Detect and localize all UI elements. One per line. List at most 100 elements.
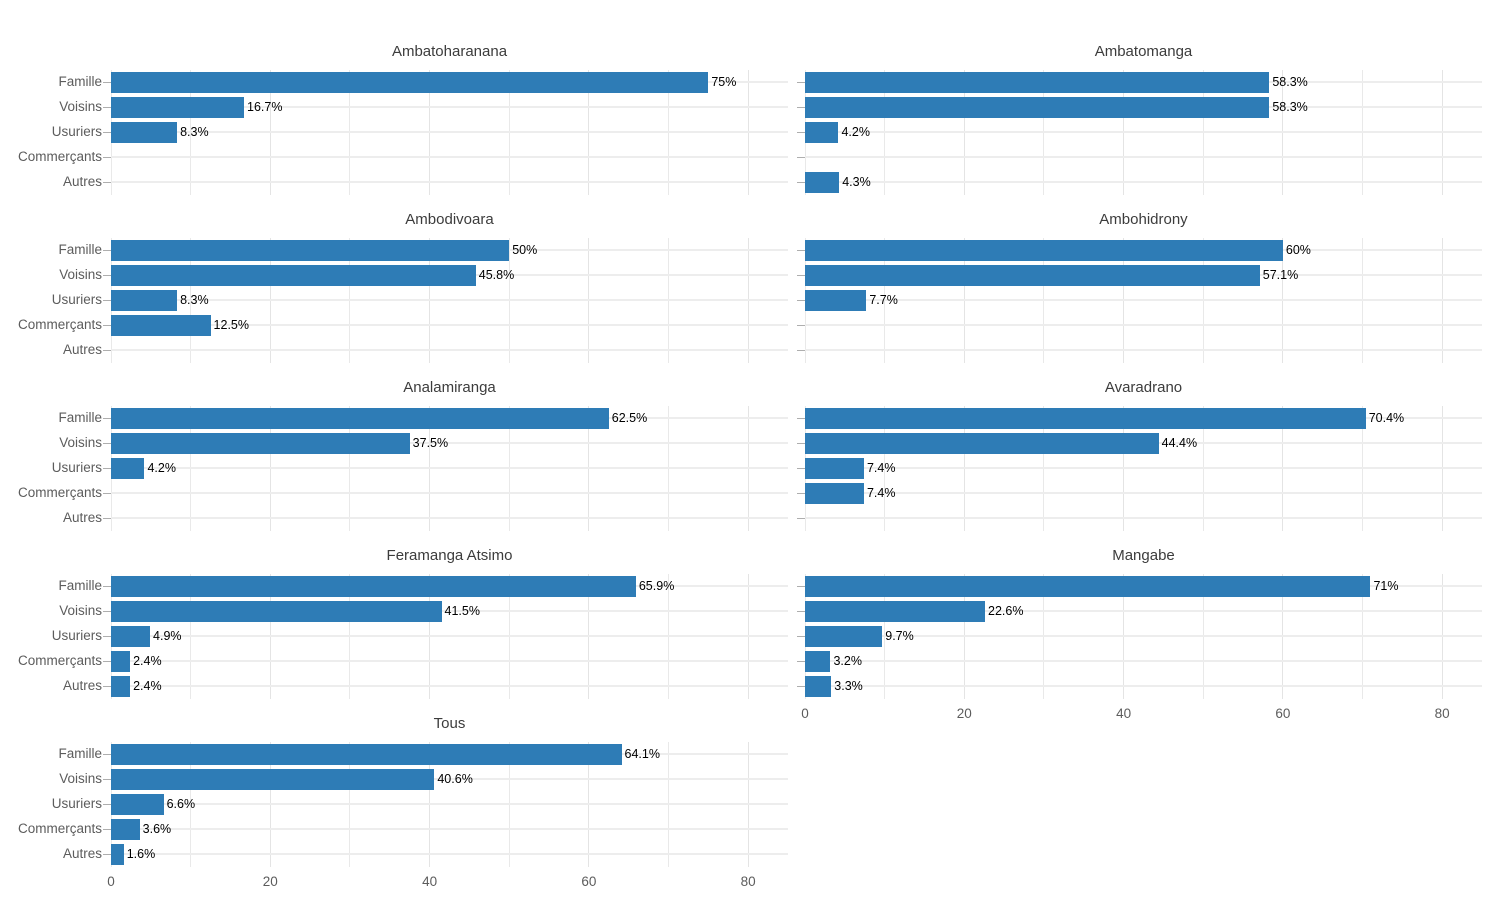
category-label: Famille <box>58 410 102 426</box>
y-tick-mark <box>797 517 805 519</box>
facet-panel: 50% 45.8% 8.3% 12.5% <box>110 238 788 363</box>
bar-value-label: 58.3% <box>1272 74 1308 89</box>
bar-value-label: 12.5% <box>213 317 249 332</box>
category-label: Famille <box>58 242 102 258</box>
x-axis-tick-label: 0 <box>801 706 809 721</box>
x-axis-tick-label: 20 <box>956 706 972 721</box>
y-tick-mark <box>797 81 805 83</box>
gridline-h <box>805 181 1482 184</box>
category-label: Autres <box>62 174 102 190</box>
facet-panel: 71% 22.6% 9.7% 3.2% 3.3% <box>804 574 1482 699</box>
y-tick-mark <box>103 778 111 780</box>
bar <box>805 239 1283 261</box>
x-axis-tick-label: 80 <box>740 874 756 889</box>
bar-value-label: 2.4% <box>133 653 162 668</box>
bar-value-label: 44.4% <box>1161 435 1198 450</box>
x-axis-tick-label: 60 <box>581 874 597 889</box>
facet-title: Tous <box>433 715 466 732</box>
y-tick-mark <box>797 467 805 469</box>
category-label: Usuriers <box>51 796 102 812</box>
bar-value-label: 22.6% <box>988 603 1024 618</box>
gridline-h <box>111 324 788 327</box>
y-tick-mark <box>797 349 805 351</box>
gridline-h <box>111 610 788 613</box>
y-tick-mark <box>797 274 805 276</box>
bar-value-label: 4.3% <box>842 174 871 189</box>
facet-panel: 60% 57.1% 7.7% <box>804 238 1482 363</box>
y-tick-mark <box>797 131 805 133</box>
facet-panel: 75% 16.7% 8.3% <box>110 70 788 195</box>
bar <box>111 121 178 143</box>
bar <box>111 625 151 647</box>
gridline-h <box>111 517 788 520</box>
bar-value-label: 71% <box>1373 578 1399 593</box>
bar <box>111 264 476 286</box>
bar-value-label: 62.5% <box>611 410 648 425</box>
category-label: Famille <box>58 578 102 594</box>
y-tick-mark <box>103 467 111 469</box>
bar <box>111 743 622 765</box>
bar <box>805 264 1260 286</box>
y-tick-mark <box>797 660 805 662</box>
gridline-h <box>111 131 788 134</box>
gridline-h <box>805 517 1482 520</box>
y-tick-mark <box>797 249 805 251</box>
y-tick-mark <box>103 585 111 587</box>
gridline-h <box>805 610 1482 613</box>
category-label: Usuriers <box>51 292 102 308</box>
bar-value-label: 7.4% <box>866 460 896 475</box>
gridline-h <box>111 685 788 688</box>
bar <box>805 432 1159 454</box>
bar <box>805 121 839 143</box>
bar-value-label: 7.7% <box>869 292 898 307</box>
bar <box>805 289 867 311</box>
x-axis-tick-label: 60 <box>1275 706 1291 721</box>
category-label: Commerçants <box>17 149 102 165</box>
y-tick-mark <box>103 635 111 637</box>
facet-title: Ambatoharanana <box>391 43 508 60</box>
category-label: Voisins <box>59 435 102 451</box>
bar <box>805 675 832 697</box>
gridline-h <box>111 106 788 109</box>
y-tick-mark <box>797 685 805 687</box>
y-tick-mark <box>797 156 805 158</box>
bar-value-label: 1.6% <box>126 846 156 861</box>
bar-value-label: 70.4% <box>1368 410 1405 425</box>
bar <box>805 171 840 193</box>
bar-value-label: 2.4% <box>133 678 162 693</box>
category-label: Usuriers <box>51 124 102 140</box>
bar <box>805 625 883 647</box>
y-tick-mark <box>103 274 111 276</box>
category-label: Autres <box>62 846 102 862</box>
bar-value-label: 9.7% <box>885 628 914 643</box>
facet-panel: 58.3% 58.3% 4.2% 4.3% <box>804 70 1482 195</box>
facet-title: Avaradrano <box>1104 379 1183 396</box>
bar-value-label: 64.1% <box>624 746 660 761</box>
bar <box>111 768 435 790</box>
bar <box>805 482 864 504</box>
gridline-h <box>111 299 788 302</box>
bar <box>111 843 124 865</box>
y-tick-mark <box>103 828 111 830</box>
category-label: Autres <box>62 678 102 694</box>
gridline-h <box>111 828 788 831</box>
bar <box>111 432 410 454</box>
bar <box>805 71 1270 93</box>
gridline-h <box>111 156 788 159</box>
bar <box>111 675 131 697</box>
bar-value-label: 45.8% <box>478 267 515 282</box>
gridline-h <box>111 181 788 184</box>
gridline-h <box>805 635 1482 638</box>
x-axis-tick-label: 0 <box>107 874 115 889</box>
bar-value-label: 3.3% <box>834 678 863 693</box>
bar <box>805 600 985 622</box>
gridline-h <box>111 467 788 470</box>
bar-value-label: 7.4% <box>866 485 896 500</box>
gridline-h <box>805 349 1482 352</box>
facet-title: Ambohidrony <box>1099 211 1188 228</box>
bar-value-label: 40.6% <box>437 771 473 786</box>
bar <box>805 650 831 672</box>
category-label: Commerçants <box>17 317 102 333</box>
category-label: Voisins <box>59 771 102 787</box>
